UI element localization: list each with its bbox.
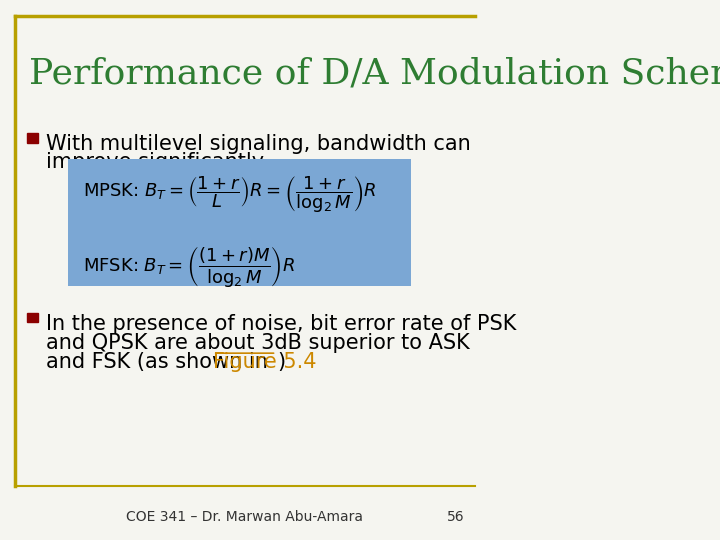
Text: ): ): [277, 352, 286, 372]
Text: COE 341 – Dr. Marwan Abu-Amara: COE 341 – Dr. Marwan Abu-Amara: [126, 510, 363, 524]
Text: MFSK: $B_T = \left(\dfrac{(1+r)M}{\log_2 M}\right)R$: MFSK: $B_T = \left(\dfrac{(1+r)M}{\log_2…: [84, 244, 295, 289]
Text: MPSK: $B_T = \left(\dfrac{1+r}{L}\right)R = \left(\dfrac{1+r}{\log_2 M}\right)R$: MPSK: $B_T = \left(\dfrac{1+r}{L}\right)…: [84, 174, 377, 215]
FancyBboxPatch shape: [68, 159, 411, 286]
Text: With multilevel signaling, bandwidth can: With multilevel signaling, bandwidth can: [47, 134, 471, 154]
Text: and FSK (as shown in: and FSK (as shown in: [47, 352, 275, 372]
Text: 56: 56: [447, 510, 465, 524]
Text: Performance of D/A Modulation Schemes: Performance of D/A Modulation Schemes: [30, 57, 720, 91]
Bar: [27, 313, 37, 322]
Text: In the presence of noise, bit error rate of PSK: In the presence of noise, bit error rate…: [47, 314, 517, 334]
Text: and QPSK are about 3dB superior to ASK: and QPSK are about 3dB superior to ASK: [47, 333, 470, 353]
Text: Figure 5.4: Figure 5.4: [213, 352, 316, 372]
Bar: [27, 133, 37, 143]
Text: improve significantly: improve significantly: [47, 152, 265, 172]
